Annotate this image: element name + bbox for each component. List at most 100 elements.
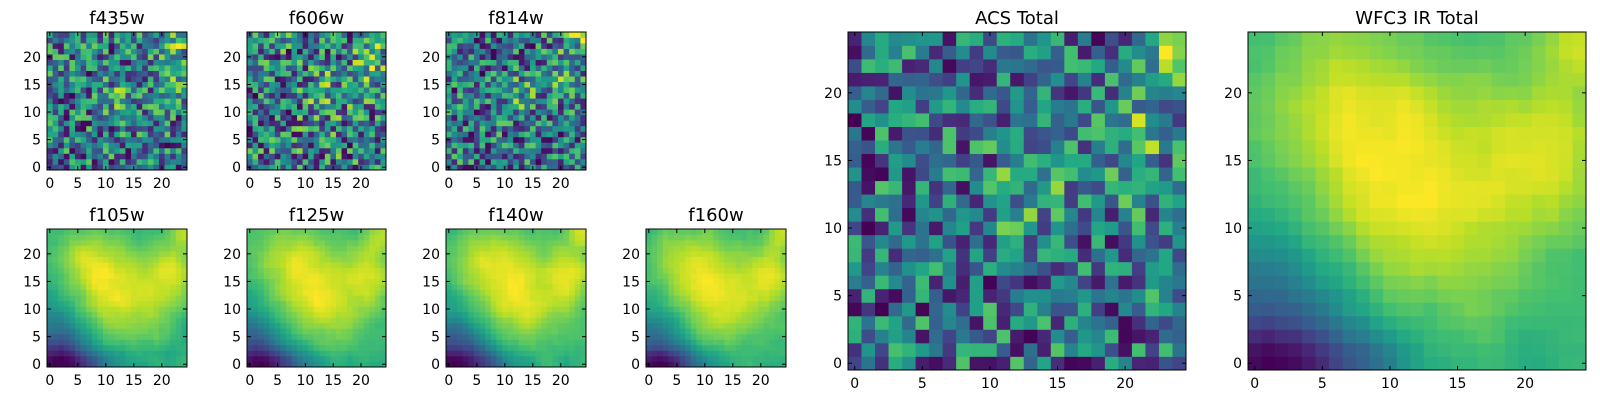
heatmap-cell xyxy=(47,234,53,241)
heatmap-cell xyxy=(297,317,303,324)
heatmap-cell xyxy=(80,306,87,313)
heatmap-cell xyxy=(159,43,165,49)
heatmap-cell xyxy=(341,328,348,335)
heatmap-cell xyxy=(352,295,359,302)
heatmap-cell xyxy=(490,240,497,246)
heatmap-cell xyxy=(563,355,570,362)
heatmap-cell xyxy=(1077,167,1092,182)
heatmap-cell xyxy=(358,295,365,302)
heatmap-cell xyxy=(159,98,165,105)
heatmap-cell xyxy=(535,37,542,44)
heatmap-cell xyxy=(541,361,548,368)
heatmap-cell xyxy=(91,328,98,335)
heatmap-cell xyxy=(80,278,87,285)
heatmap-cell xyxy=(136,333,143,340)
heatmap-cell xyxy=(485,245,492,252)
heatmap-cell xyxy=(153,300,160,307)
heatmap-cell xyxy=(52,311,59,318)
heatmap-cell xyxy=(1037,207,1052,222)
heatmap-cell xyxy=(1131,167,1146,182)
heatmap-cell xyxy=(114,251,121,257)
heatmap-cell xyxy=(679,278,686,285)
heatmap-cell xyxy=(80,284,87,291)
heatmap-cell xyxy=(86,256,93,263)
heatmap-cell xyxy=(524,333,531,340)
heatmap-cell xyxy=(1037,261,1052,276)
heatmap-cell xyxy=(563,284,570,291)
heatmap-cell xyxy=(319,322,326,329)
heatmap-cell xyxy=(875,275,889,290)
heatmap-cell xyxy=(746,322,753,329)
heatmap-cell xyxy=(181,267,188,274)
heatmap-cell xyxy=(457,262,464,268)
heatmap-cell xyxy=(702,350,708,357)
heatmap-cell xyxy=(52,48,59,55)
heatmap-cell xyxy=(319,355,326,362)
heatmap-cell xyxy=(574,245,581,252)
heatmap-cell xyxy=(108,295,115,302)
heatmap-cell xyxy=(280,240,287,246)
heatmap-cell xyxy=(446,350,452,357)
heatmap-cell xyxy=(690,234,697,241)
heatmap-cell xyxy=(63,339,70,346)
heatmap-cell xyxy=(485,317,492,324)
heatmap-cell xyxy=(297,350,303,357)
heatmap-cell xyxy=(58,350,65,357)
heatmap-cell xyxy=(524,289,531,296)
heatmap-cell xyxy=(724,322,731,329)
heatmap-cell xyxy=(125,114,132,121)
heatmap-cell xyxy=(352,125,359,132)
heatmap-cell xyxy=(1172,234,1187,249)
heatmap-cell xyxy=(369,37,376,44)
heatmap-cell xyxy=(341,306,348,313)
heatmap-cell xyxy=(524,158,531,165)
heatmap-cell xyxy=(735,361,742,368)
heatmap-cell xyxy=(574,92,581,99)
heatmap-cell xyxy=(996,180,1011,195)
heatmap-cell xyxy=(763,355,770,362)
heatmap-cell xyxy=(507,164,514,171)
heatmap-cell xyxy=(780,229,787,235)
heatmap-cell xyxy=(352,267,359,274)
heatmap-cell xyxy=(735,284,742,291)
heatmap-cell xyxy=(696,256,703,263)
heatmap-cell xyxy=(69,350,76,357)
heatmap-cell xyxy=(507,339,514,346)
heatmap-cell xyxy=(535,87,542,94)
heatmap-cell xyxy=(91,114,98,121)
heatmap-cell xyxy=(125,306,132,313)
heatmap-cell xyxy=(758,328,764,335)
heatmap-cell xyxy=(335,142,342,149)
heatmap-cell xyxy=(702,344,708,351)
heatmap-cell xyxy=(147,322,154,329)
heatmap-cell xyxy=(308,32,315,38)
heatmap-cell xyxy=(302,109,309,116)
heatmap-cell xyxy=(1118,329,1133,344)
heatmap-cell xyxy=(297,333,303,340)
heatmap-cell xyxy=(996,342,1011,357)
heatmap-cell xyxy=(170,136,177,143)
heatmap-cell xyxy=(1050,302,1065,317)
heatmap-cell xyxy=(513,251,520,257)
heatmap-cell xyxy=(147,306,154,313)
heatmap-cell xyxy=(1050,275,1065,290)
heatmap-cell xyxy=(97,81,104,88)
heatmap-cell xyxy=(518,125,525,132)
heatmap-cell xyxy=(490,333,497,340)
heatmap-cell xyxy=(159,256,165,263)
heatmap-cell xyxy=(479,229,486,235)
heatmap-cell xyxy=(657,306,664,313)
heatmap-cell xyxy=(75,109,81,116)
heatmap-cell xyxy=(535,355,542,362)
heatmap-cell xyxy=(580,147,587,154)
heatmap-cell xyxy=(69,333,76,340)
heatmap-cell xyxy=(159,306,165,313)
heatmap-cell xyxy=(302,344,309,351)
heatmap-cell xyxy=(369,284,376,291)
heatmap-cell xyxy=(507,256,514,263)
heatmap-cell xyxy=(502,109,508,116)
heatmap-cell xyxy=(363,114,370,121)
heatmap-cell xyxy=(47,295,53,302)
heatmap-cell xyxy=(274,289,281,296)
